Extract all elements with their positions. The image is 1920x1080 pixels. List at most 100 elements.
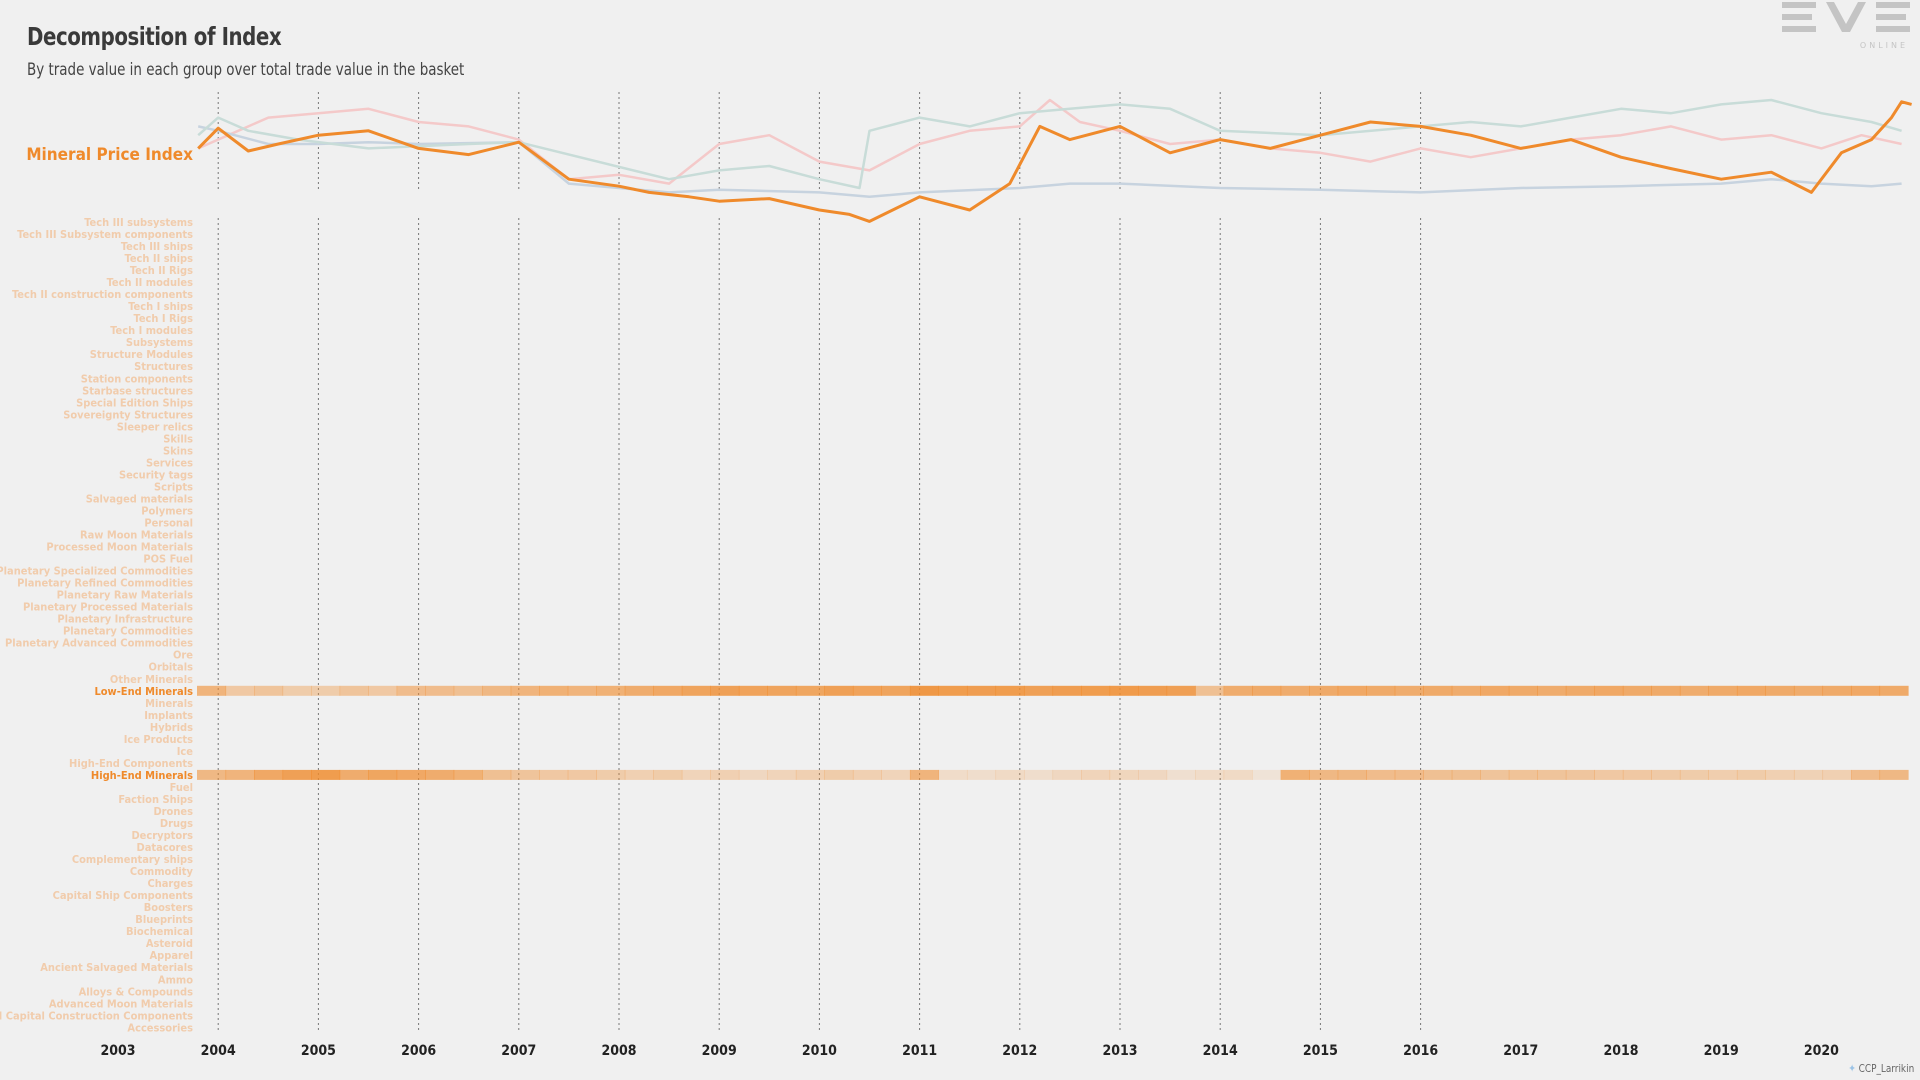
heatmap-cell (938, 685, 968, 696)
heatmap-cell (1622, 685, 1652, 696)
row-label: Ancient Salvaged Materials (40, 961, 193, 974)
credit[interactable]: ✦ CCP_Larrikin (1848, 1062, 1914, 1075)
heatmap-cell (425, 769, 455, 780)
heatmap-cell (510, 685, 540, 696)
x-tick-2009: 2009 (702, 1043, 737, 1059)
x-tick-2007: 2007 (501, 1043, 536, 1059)
heatmap-cell (1023, 685, 1054, 696)
heatmap-cell (1480, 769, 1510, 780)
heatmap-cell (453, 685, 483, 696)
heatmap-cell (795, 769, 825, 780)
row-label: Tech I modules (110, 324, 193, 337)
heatmap-cell (1765, 685, 1795, 696)
row-label: Advanced Moon Materials (49, 997, 193, 1010)
heatmap-cell (1109, 769, 1139, 780)
row-label: Tech I ships (128, 300, 193, 313)
row-label: Apparel (150, 949, 194, 962)
x-tick-2013: 2013 (1102, 1043, 1137, 1059)
row-label: Structure Modules (90, 348, 193, 361)
x-tick-2012: 2012 (1002, 1043, 1037, 1059)
heatmap-cell (938, 769, 968, 780)
heatmap-cell (966, 769, 997, 780)
twitter-bird-icon: ✦ (1848, 1062, 1856, 1075)
row-label: Personal (144, 517, 193, 530)
heatmap-cell (1138, 685, 1168, 696)
heatmap-cell (1052, 685, 1082, 696)
row-label: Low-End Minerals (94, 685, 193, 698)
heatmap-cell (1537, 685, 1567, 696)
heatmap-cell (596, 769, 626, 780)
heatmap-cell (1280, 685, 1310, 696)
x-axis-ticks: 2003 2004 2005 2006 2007 2008 2009 2010 2011 2012… (100, 1043, 1839, 1059)
row-label: Planetary Infrastructure (57, 613, 193, 626)
row-label: Asteroid (146, 937, 193, 950)
heatmap-cell (1252, 769, 1282, 780)
heatmap-cell (1651, 685, 1681, 696)
heatmap-cell (1822, 769, 1852, 780)
heatmap-cell (624, 769, 654, 780)
heatmap-cell (909, 685, 940, 696)
heatmap-cell (1366, 685, 1396, 696)
row-label: Services (146, 456, 193, 469)
row-label: Sovereignty Structures (63, 408, 193, 421)
row-label: Alloys & Compounds (79, 985, 194, 998)
heatmap-cell (1850, 769, 1881, 780)
heatmap-cell (1879, 769, 1909, 780)
heatmap-cell (539, 769, 569, 780)
row-label: Tech III subsystems (84, 216, 193, 229)
heatmap-cell (710, 769, 740, 780)
x-tick-2016: 2016 (1403, 1043, 1438, 1059)
heatmap-cell (1850, 685, 1881, 696)
row-label: Tech III ships (121, 240, 193, 253)
heatmap-cell (596, 685, 626, 696)
heatmap-cell (1309, 685, 1339, 696)
heatmap-cell (1337, 685, 1367, 696)
heatmap-cell (1252, 685, 1282, 696)
row-label: Decryptors (131, 829, 193, 842)
chart-title: Decomposition of Index (27, 22, 282, 51)
chart-subtitle: By trade value in each group over total … (27, 60, 465, 80)
row-label: Accessories (127, 1021, 193, 1034)
row-label: Ice (177, 745, 194, 758)
row-label: Tech II ships (125, 252, 194, 265)
heatmap-cell (1508, 769, 1538, 780)
faded-series-line-1 (197, 125, 1902, 199)
row-label: Processed Moon Materials (46, 541, 193, 554)
row-label: Advanced Capital Construction Components (0, 1009, 193, 1022)
row-label: Planetary Specialized Commodities (0, 565, 193, 578)
heatmap-cell (767, 769, 797, 780)
heatmap-cell (368, 685, 398, 696)
heatmap-cell (1651, 769, 1681, 780)
heatmap-cell (254, 685, 284, 696)
credit-handle: CCP_Larrikin (1858, 1062, 1914, 1075)
heatmap-cell (282, 769, 312, 780)
mineral-price-index-line (197, 100, 1912, 223)
faded-series-line-0 (197, 98, 1902, 185)
heatmap-cell (225, 685, 255, 696)
heatmap-cell (1793, 769, 1824, 780)
heatmap-cell (1109, 685, 1139, 696)
row-label: Structures (134, 360, 193, 373)
x-tick-2005: 2005 (301, 1043, 336, 1059)
heatmap-cell (567, 769, 597, 780)
heatmap-cell (1081, 685, 1111, 696)
heatmap-cell (1081, 769, 1111, 780)
heatmap-cell (1537, 769, 1567, 780)
row-label: Planetary Raw Materials (57, 589, 193, 602)
row-label: Raw Moon Materials (80, 529, 193, 542)
row-label: Ammo (158, 973, 193, 986)
heatmap-cell (1879, 685, 1909, 696)
heatmap-cell (995, 769, 1025, 780)
heatmap-cell (453, 769, 483, 780)
x-tick-2019: 2019 (1704, 1043, 1739, 1059)
row-label: Planetary Advanced Commodities (5, 637, 193, 650)
x-tick-2008: 2008 (601, 1043, 636, 1059)
row-label: Ice Products (124, 733, 193, 746)
heatmap-cell (1280, 769, 1310, 780)
heatmap-cell (1679, 769, 1709, 780)
heatmap-cell (368, 769, 398, 780)
heatmap-cell (710, 685, 740, 696)
row-label: Charges (147, 877, 193, 890)
row-label: Capital Ship Components (53, 889, 194, 902)
